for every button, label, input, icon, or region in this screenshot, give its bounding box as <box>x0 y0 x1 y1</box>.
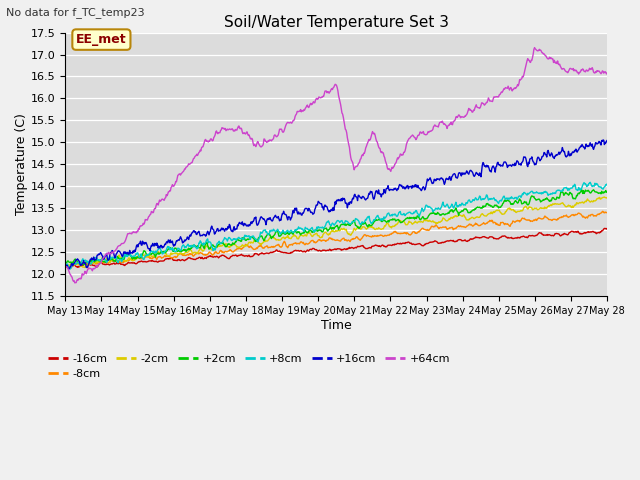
+2cm <box>391 216 399 222</box>
+2cm <box>95 258 103 264</box>
+16cm <box>599 137 607 143</box>
+8cm <box>604 181 611 187</box>
Line: -8cm: -8cm <box>65 211 607 268</box>
Line: +2cm: +2cm <box>65 189 607 265</box>
-8cm <box>65 265 73 271</box>
+8cm <box>407 211 415 216</box>
-2cm <box>61 264 69 270</box>
-2cm <box>600 194 608 200</box>
Line: +64cm: +64cm <box>65 48 607 283</box>
+8cm <box>586 180 594 185</box>
-2cm <box>529 207 536 213</box>
+64cm <box>531 45 538 50</box>
-2cm <box>604 195 611 201</box>
-8cm <box>599 208 607 214</box>
+2cm <box>473 205 481 211</box>
+8cm <box>61 261 69 267</box>
Text: EE_met: EE_met <box>76 33 127 46</box>
Line: +8cm: +8cm <box>65 182 607 269</box>
+64cm <box>407 133 415 139</box>
+16cm <box>377 191 385 197</box>
X-axis label: Time: Time <box>321 319 351 332</box>
-16cm <box>407 240 415 246</box>
+64cm <box>604 71 611 76</box>
-16cm <box>529 233 536 239</box>
Line: -2cm: -2cm <box>65 197 607 267</box>
+2cm <box>80 262 88 268</box>
+64cm <box>391 161 399 167</box>
+2cm <box>61 262 69 267</box>
-2cm <box>95 258 103 264</box>
Title: Soil/Water Temperature Set 3: Soil/Water Temperature Set 3 <box>224 15 449 30</box>
-8cm <box>473 221 481 227</box>
-8cm <box>529 218 536 224</box>
+64cm <box>61 264 69 270</box>
+2cm <box>407 216 415 221</box>
+2cm <box>604 189 611 195</box>
Line: -16cm: -16cm <box>65 228 607 267</box>
+16cm <box>95 252 103 257</box>
-16cm <box>601 226 609 231</box>
-16cm <box>391 241 399 247</box>
-2cm <box>81 264 89 270</box>
-2cm <box>407 219 415 225</box>
+2cm <box>377 218 385 224</box>
+8cm <box>391 211 399 217</box>
Text: No data for f_TC_temp23: No data for f_TC_temp23 <box>6 7 145 18</box>
-8cm <box>95 259 103 265</box>
-16cm <box>95 261 103 267</box>
Y-axis label: Temperature (C): Temperature (C) <box>15 113 28 215</box>
+64cm <box>95 262 103 267</box>
+64cm <box>473 104 481 110</box>
+64cm <box>377 149 385 155</box>
-8cm <box>61 264 69 269</box>
-16cm <box>61 264 69 270</box>
-8cm <box>604 209 611 215</box>
+16cm <box>65 266 73 272</box>
-16cm <box>473 234 481 240</box>
-16cm <box>74 264 81 270</box>
Legend: -16cm, -8cm, -2cm, +2cm, +8cm, +16cm, +64cm: -16cm, -8cm, -2cm, +2cm, +8cm, +16cm, +6… <box>44 349 454 384</box>
+2cm <box>577 186 585 192</box>
-8cm <box>407 231 415 237</box>
-2cm <box>473 214 481 220</box>
-8cm <box>391 229 399 235</box>
+16cm <box>391 186 399 192</box>
+8cm <box>473 197 481 203</box>
-8cm <box>377 232 385 238</box>
-2cm <box>377 226 385 232</box>
+64cm <box>71 280 79 286</box>
+8cm <box>377 217 385 223</box>
-16cm <box>604 226 611 232</box>
+2cm <box>529 193 536 199</box>
+16cm <box>604 138 611 144</box>
-16cm <box>377 244 385 250</box>
+8cm <box>529 189 536 194</box>
Line: +16cm: +16cm <box>65 140 607 269</box>
+16cm <box>473 170 481 176</box>
+16cm <box>407 183 415 189</box>
+8cm <box>66 266 74 272</box>
+8cm <box>95 257 103 263</box>
+16cm <box>529 157 536 163</box>
+64cm <box>529 55 536 60</box>
+16cm <box>61 262 69 268</box>
-2cm <box>391 222 399 228</box>
